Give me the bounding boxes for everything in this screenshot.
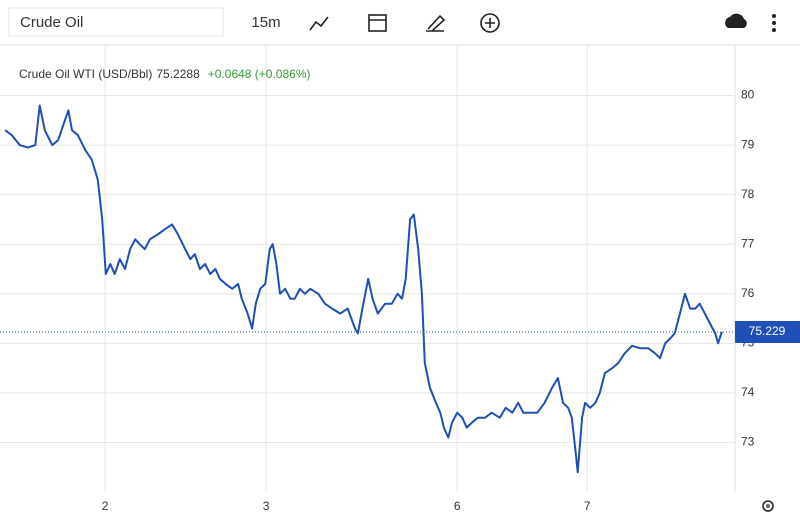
draw-icon[interactable]: [426, 14, 446, 32]
x-tick-label: 2: [102, 499, 109, 513]
x-tick-label: 3: [263, 499, 270, 513]
y-tick-label: 74: [741, 385, 755, 399]
y-tick-label: 80: [741, 88, 755, 102]
y-tick-label: 77: [741, 236, 755, 250]
y-tick-label: 79: [741, 137, 755, 151]
y-tick-label: 78: [741, 187, 755, 201]
menu-icon[interactable]: [772, 14, 776, 32]
last-price-label: 75.229: [749, 324, 786, 338]
change: +0.0648 (+0.086%): [208, 67, 311, 81]
download-icon[interactable]: [725, 13, 747, 28]
add-icon[interactable]: [480, 13, 500, 33]
x-tick-label: 6: [454, 499, 461, 513]
last-value: 75.2288: [156, 67, 200, 81]
symbol-input[interactable]: [8, 7, 224, 37]
x-tick-label: 7: [584, 499, 591, 513]
calendar-icon[interactable]: [368, 14, 387, 32]
last-price-badge: [735, 320, 800, 343]
settings-icon[interactable]: [762, 500, 774, 512]
chart-title: Crude Oil WTI (USD/Bbl): [19, 67, 152, 81]
y-tick-label: 73: [741, 435, 755, 449]
y-tick-label: 76: [741, 286, 755, 300]
interval[interactable]: 15m: [251, 14, 280, 31]
chart-type-icon[interactable]: [309, 16, 329, 31]
symbol: Crude Oil: [20, 14, 83, 31]
price-line-series: [4, 104, 723, 474]
